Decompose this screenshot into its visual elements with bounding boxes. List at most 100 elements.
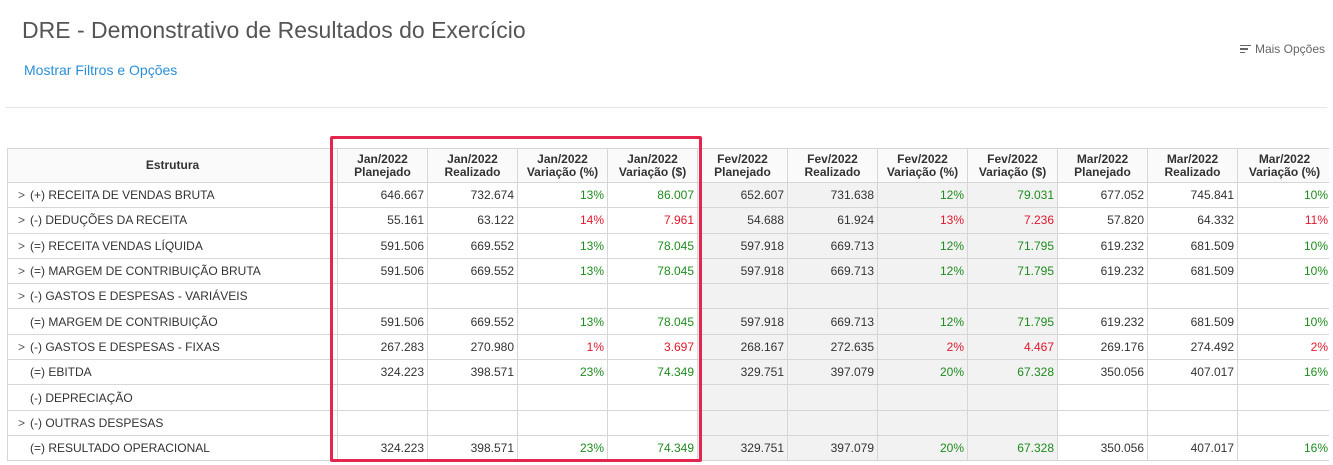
table-cell — [1147, 409, 1238, 436]
column-header-kind: Planejado — [714, 164, 771, 179]
table-row[interactable]: (=) EBITDA 324.223 398.571 23% 74.349 329.751… — [7, 359, 1329, 386]
table-cell: 350.056 — [1057, 434, 1148, 462]
table-cell: 745.841 — [1147, 181, 1238, 209]
more-options-button[interactable]: Mais Opções — [1239, 42, 1325, 56]
row-label: (=) MARGEM DE CONTRIBUIÇÃO BRUTA — [30, 264, 261, 279]
table-cell: 1% — [517, 333, 608, 361]
table-cell: 407.017 — [1147, 434, 1238, 462]
table-cell — [517, 409, 608, 436]
table-cell: 74.349 — [607, 359, 698, 386]
table-row[interactable]: (=) MARGEM DE CONTRIBUIÇÃO 591.506 669.552… — [7, 308, 1329, 335]
table-cell: 268.167 — [697, 333, 788, 361]
table-row[interactable]: > (=) MARGEM DE CONTRIBUIÇÃO BRUTA 591.506… — [7, 257, 1329, 285]
table-cell: 12% — [877, 232, 968, 259]
column-header: Fev/2022 Realizado — [787, 148, 878, 183]
column-header: Jan/2022 Realizado — [427, 148, 518, 183]
dre-table-container: Estrutura Jan/2022 Planejado Jan/2022 Reali… — [7, 148, 1329, 462]
table-cell: 591.506 — [337, 232, 428, 259]
table-row[interactable]: > (=) RECEITA VENDAS LÍQUIDA 591.506 669.55… — [7, 232, 1329, 259]
chevron-right-icon[interactable]: > — [18, 213, 26, 228]
table-cell: 329.751 — [697, 359, 788, 386]
dre-table: Estrutura Jan/2022 Planejado Jan/2022 Reali… — [7, 148, 1329, 462]
table-cell: 597.918 — [697, 308, 788, 335]
table-cell: 677.052 — [1057, 181, 1148, 209]
table-cell — [1147, 283, 1238, 310]
table-cell: 597.918 — [697, 257, 788, 285]
column-header: Jan/2022 Variação (%) — [517, 148, 608, 183]
chevron-right-icon[interactable]: > — [18, 339, 26, 354]
table-row[interactable]: (-) DEPRECIAÇÃO — [7, 384, 1329, 411]
chevron-right-icon[interactable]: > — [18, 238, 26, 253]
row-label-cell: > (-) OUTRAS DESPESAS — [7, 409, 338, 436]
chevron-right-icon[interactable]: > — [18, 415, 26, 430]
column-header-month: Fev/2022 — [987, 151, 1038, 166]
chevron-right-icon[interactable]: > — [18, 264, 26, 279]
table-cell: 3.697 — [607, 333, 698, 361]
table-cell: 63.122 — [427, 207, 518, 234]
column-header: Mar/2022 Realizado — [1147, 148, 1238, 183]
column-header-month: Mar/2022 — [1166, 151, 1219, 166]
table-cell: 78.045 — [607, 308, 698, 335]
table-cell: 669.713 — [787, 232, 878, 259]
row-label: (-) DEPRECIAÇÃO — [30, 390, 133, 405]
table-row[interactable]: > (-) OUTRAS DESPESAS — [7, 409, 1329, 436]
row-label-cell: (-) DEPRECIAÇÃO — [7, 384, 338, 411]
table-cell: 669.552 — [427, 308, 518, 335]
column-header-kind: Variação ($) — [978, 164, 1047, 179]
table-cell — [967, 283, 1058, 310]
table-cell — [787, 283, 878, 310]
table-cell: 57.820 — [1057, 207, 1148, 234]
column-header-month: Mar/2022 — [1076, 151, 1129, 166]
table-cell: 597.918 — [697, 232, 788, 259]
table-cell: 71.795 — [967, 232, 1058, 259]
header-divider — [6, 107, 1327, 108]
table-row[interactable]: > (-) DEDUÇÕES DA RECEITA 55.161 63.122 14% 7… — [7, 207, 1329, 234]
table-cell: 78.045 — [607, 232, 698, 259]
table-cell: 398.571 — [427, 434, 518, 462]
column-header: Jan/2022 Planejado — [337, 148, 428, 183]
row-label-cell: (=) MARGEM DE CONTRIBUIÇÃO — [7, 308, 338, 335]
table-cell — [877, 409, 968, 436]
column-header-month: Mar/2022 — [1258, 151, 1311, 166]
table-cell — [1057, 384, 1148, 411]
table-cell: 12% — [877, 308, 968, 335]
table-cell: 619.232 — [1057, 257, 1148, 285]
table-cell: 669.713 — [787, 308, 878, 335]
table-row[interactable]: > (+) RECEITA DE VENDAS BRUTA 646.667 732.6… — [7, 181, 1329, 209]
row-label: (=) RESULTADO OPERACIONAL — [30, 441, 210, 456]
menu-lines-icon — [1239, 44, 1251, 54]
row-label-cell: > (-) GASTOS E DESPESAS - VARIÁVEIS — [7, 283, 338, 310]
table-header-row: Estrutura Jan/2022 Planejado Jan/2022 Reali… — [7, 148, 1329, 183]
table-cell — [427, 384, 518, 411]
table-cell: 2% — [1237, 333, 1329, 361]
table-cell: 64.332 — [1147, 207, 1238, 234]
table-cell — [427, 409, 518, 436]
table-row[interactable]: (=) RESULTADO OPERACIONAL 324.223 398.571 2… — [7, 434, 1329, 462]
column-header-month: Jan/2022 — [447, 151, 498, 166]
table-cell: 619.232 — [1057, 308, 1148, 335]
table-cell: 669.713 — [787, 257, 878, 285]
row-label: (=) RECEITA VENDAS LÍQUIDA — [30, 238, 203, 253]
table-cell: 23% — [517, 434, 608, 462]
table-cell — [967, 384, 1058, 411]
column-header-month: Jan/2022 — [357, 151, 408, 166]
chevron-right-icon[interactable]: > — [18, 289, 26, 304]
table-cell: 67.328 — [967, 359, 1058, 386]
table-cell: 274.492 — [1147, 333, 1238, 361]
table-cell: 591.506 — [337, 308, 428, 335]
table-cell — [697, 384, 788, 411]
table-row[interactable]: > (-) GASTOS E DESPESAS - VARIÁVEIS — [7, 283, 1329, 310]
show-filters-link[interactable]: Mostrar Filtros e Opções — [24, 62, 178, 78]
table-cell: 397.079 — [787, 359, 878, 386]
table-cell: 78.045 — [607, 257, 698, 285]
chevron-right-icon[interactable]: > — [18, 188, 26, 203]
table-cell: 12% — [877, 257, 968, 285]
table-cell: 4.467 — [967, 333, 1058, 361]
table-row[interactable]: > (-) GASTOS E DESPESAS - FIXAS 267.283 270… — [7, 333, 1329, 361]
table-cell: 619.232 — [1057, 232, 1148, 259]
table-cell: 324.223 — [337, 434, 428, 462]
table-cell — [1237, 283, 1329, 310]
table-cell: 646.667 — [337, 181, 428, 209]
column-header: Fev/2022 Planejado — [697, 148, 788, 183]
table-cell: 10% — [1237, 232, 1329, 259]
